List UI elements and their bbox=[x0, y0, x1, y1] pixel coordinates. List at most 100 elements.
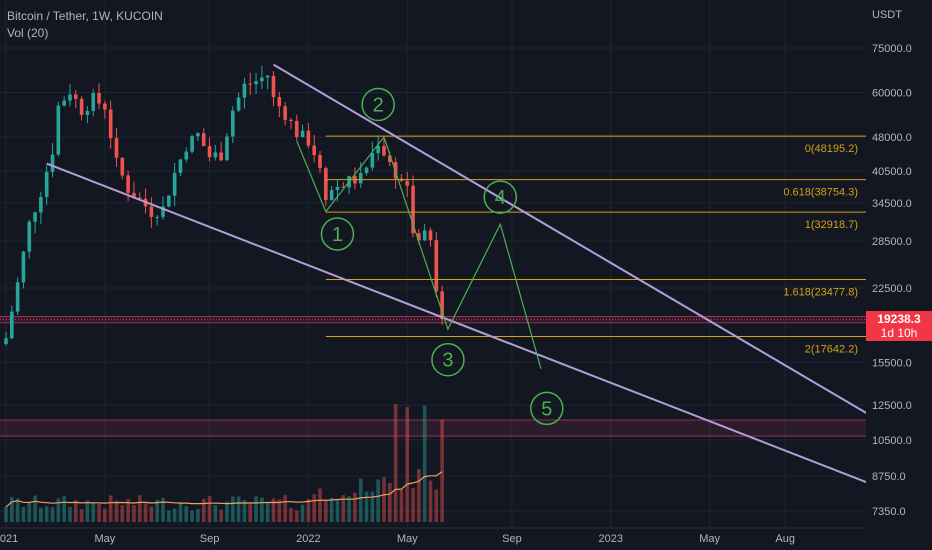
fib-level-label: 0.618(38754.3) bbox=[783, 187, 858, 199]
trendlines[interactable] bbox=[46, 63, 879, 488]
volume-bar bbox=[10, 496, 14, 522]
elliott-wave-path[interactable] bbox=[296, 135, 542, 369]
chart-grid bbox=[0, 0, 866, 528]
candle-body bbox=[358, 173, 363, 184]
volume-bar bbox=[306, 499, 311, 522]
price-zones bbox=[0, 316, 866, 437]
candle-body bbox=[126, 175, 130, 193]
volume-bar bbox=[97, 503, 101, 522]
price-tick-label: 48000.0 bbox=[872, 132, 912, 144]
price-axis-bg bbox=[866, 0, 932, 550]
candle-body bbox=[411, 185, 415, 234]
fibonacci-levels[interactable]: 0(48195.2) 0.618(38754.3) 1(32918.7) 1.618(… bbox=[325, 135, 866, 355]
time-tick-label: 2021 bbox=[0, 533, 18, 545]
volume-bar bbox=[207, 496, 212, 522]
candle-body bbox=[329, 190, 334, 201]
volume-bar bbox=[318, 488, 322, 522]
volume-bar bbox=[364, 491, 369, 522]
volume-bar bbox=[417, 469, 421, 522]
candle-body bbox=[271, 75, 276, 98]
candle-body bbox=[236, 97, 241, 111]
volume-bar bbox=[178, 503, 183, 522]
candle-body bbox=[91, 92, 96, 111]
time-tick-label: Aug bbox=[775, 533, 795, 545]
time-tick-label: May bbox=[397, 533, 418, 545]
candle-body bbox=[15, 282, 20, 312]
wave-label-circle bbox=[483, 180, 518, 214]
candle-body bbox=[364, 167, 369, 174]
volume-bar bbox=[4, 506, 8, 522]
volume-bar bbox=[260, 497, 264, 522]
volume-bar bbox=[347, 496, 351, 522]
volume-bar bbox=[294, 510, 299, 522]
time-axis[interactable]: 2021 May Sep 2022 May Sep 2023 May Aug bbox=[0, 527, 866, 545]
candle-body bbox=[283, 106, 287, 120]
volume-bar bbox=[265, 502, 270, 522]
volume-bar bbox=[56, 498, 61, 522]
candle-body bbox=[428, 230, 433, 241]
volume-bar bbox=[62, 496, 66, 522]
volume-bar bbox=[50, 507, 55, 522]
candle-body bbox=[21, 251, 26, 283]
chart-legend: Bitcoin / Tether, 1W, KUCOIN Vol (20) bbox=[7, 8, 163, 42]
candle-body bbox=[318, 155, 322, 169]
candle-body bbox=[219, 152, 223, 161]
candle-body bbox=[277, 97, 282, 107]
candle-body bbox=[306, 130, 311, 146]
volume-bar bbox=[190, 510, 194, 522]
elliott-wave[interactable]: 1 2 3 4 5 bbox=[296, 87, 564, 426]
candle-body bbox=[137, 197, 142, 199]
symbol-title[interactable]: Bitcoin / Tether, 1W, KUCOIN bbox=[7, 9, 163, 23]
volume-bar bbox=[39, 507, 43, 522]
time-tick-label: 2023 bbox=[599, 533, 623, 545]
volume-bar bbox=[137, 495, 142, 522]
volume-bar bbox=[353, 492, 357, 522]
volume-bar bbox=[382, 477, 386, 522]
volume-bar bbox=[324, 499, 328, 522]
volume-bar bbox=[108, 495, 113, 522]
candle-body bbox=[230, 110, 235, 137]
candle-body bbox=[4, 338, 8, 345]
volume-bar bbox=[248, 504, 253, 522]
time-tick-label: May bbox=[699, 533, 720, 545]
candle-body bbox=[300, 130, 305, 138]
candle-body bbox=[167, 195, 171, 207]
volume-bar bbox=[289, 508, 293, 522]
volume-bar bbox=[161, 497, 165, 522]
candle-body bbox=[120, 157, 125, 176]
time-tick-label: Sep bbox=[502, 533, 522, 545]
volume-bar bbox=[335, 500, 340, 522]
candle-body bbox=[387, 155, 392, 163]
bar-countdown-tag: 1d 10h bbox=[866, 326, 932, 341]
candle-body bbox=[103, 103, 107, 110]
price-axis[interactable]: USDT 75000.0 60000.0 48000.0 40500.0 34500.0 2… bbox=[866, 0, 932, 550]
volume-bar bbox=[15, 498, 20, 522]
candle-body bbox=[405, 180, 410, 186]
volume-ma-line bbox=[5, 471, 443, 508]
trendline[interactable] bbox=[272, 63, 879, 421]
volume-bar bbox=[271, 498, 276, 522]
volume-bar bbox=[411, 487, 415, 522]
volume-indicator-label[interactable]: Vol (20) bbox=[7, 26, 49, 40]
wave-label-2: 2 bbox=[373, 94, 384, 116]
time-tick-label: 2022 bbox=[296, 533, 320, 545]
trendline[interactable] bbox=[46, 162, 879, 488]
volume-bar bbox=[405, 407, 410, 522]
candle-body bbox=[10, 311, 14, 339]
volume-bar bbox=[91, 502, 96, 522]
candle-body bbox=[178, 159, 183, 173]
volume-bar bbox=[358, 478, 363, 522]
candle-body bbox=[312, 145, 317, 156]
candle-body bbox=[108, 109, 113, 139]
candle-body bbox=[79, 98, 84, 115]
volume-bar bbox=[312, 494, 317, 522]
volume-bar bbox=[172, 508, 177, 522]
volume-bar bbox=[167, 510, 171, 522]
price-tick-label: 60000.0 bbox=[872, 87, 912, 99]
volume-bar bbox=[387, 483, 392, 522]
volume-bar bbox=[300, 504, 305, 522]
candle-body bbox=[27, 221, 32, 252]
time-tick-label: Sep bbox=[200, 533, 220, 545]
price-tick-label: 10500.0 bbox=[872, 435, 912, 447]
